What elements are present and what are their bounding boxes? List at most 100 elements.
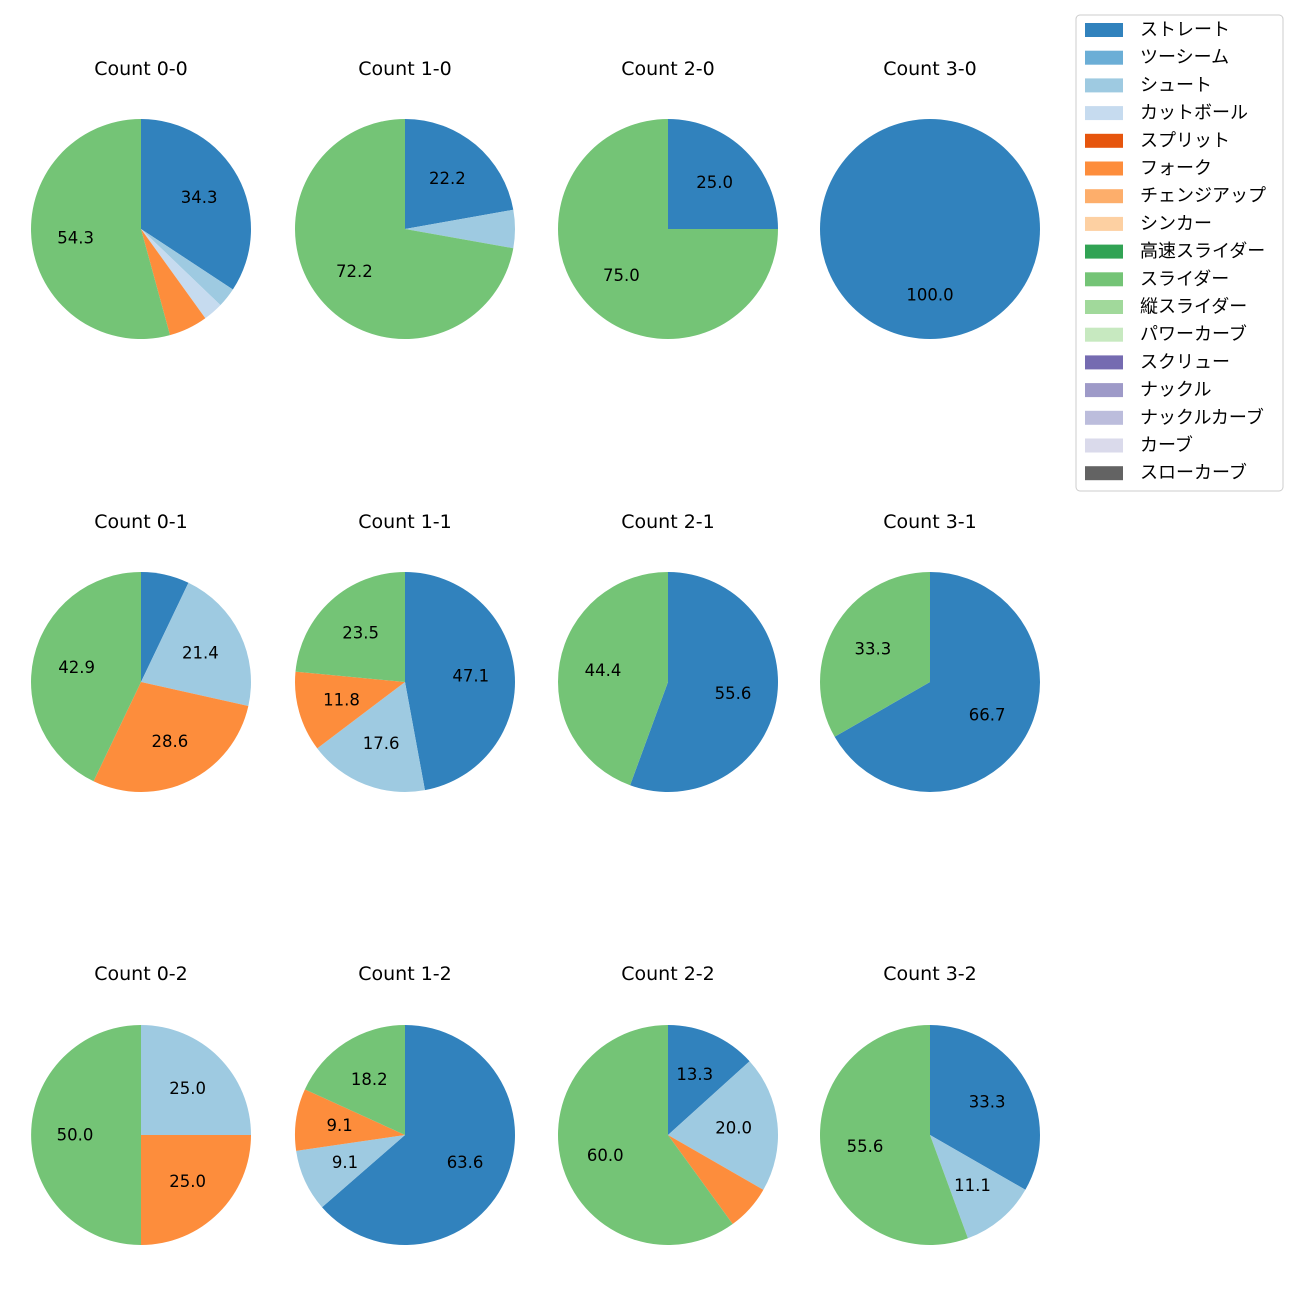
pie-slice <box>294 118 514 339</box>
pie-chart: Count 2-1 55.6 44.4 <box>558 511 779 792</box>
slice-label: 18.2 <box>351 1070 388 1089</box>
slice-label: 63.6 <box>447 1153 484 1172</box>
slice-label: 33.3 <box>969 1092 1006 1111</box>
pie-slice <box>819 1025 968 1246</box>
pie-title: Count 0-2 <box>94 963 188 985</box>
pie-slice <box>141 582 251 706</box>
legend-item: スクリュー <box>1085 352 1230 373</box>
pie-title: Count 3-2 <box>883 963 977 985</box>
slice-label: 11.8 <box>323 691 360 710</box>
pie-slice <box>317 682 425 793</box>
legend-item: スローカーブ <box>1085 462 1247 484</box>
legend-swatch <box>1085 355 1123 370</box>
legend-swatch <box>1085 216 1123 231</box>
pie-slice <box>668 1135 764 1224</box>
slice-label: 55.6 <box>847 1137 884 1156</box>
legend-item: ツーシーム <box>1085 47 1229 68</box>
slice-label: 11.1 <box>954 1176 991 1195</box>
pie-slice <box>405 119 514 229</box>
legend: ストレートツーシームシュートカットボールスプリットフォークチェンジアップシンカー… <box>1075 14 1284 492</box>
slice-label: 23.5 <box>342 624 379 643</box>
legend-label: 縦スライダー <box>1140 297 1247 318</box>
slice-label: 47.1 <box>452 667 489 686</box>
legend-label: パワーカーブ <box>1140 323 1247 345</box>
legend-label: シンカー <box>1140 213 1212 234</box>
pie-slice <box>405 571 516 791</box>
pie-chart: Count 0-0 34.3 54.3 <box>31 58 251 340</box>
pie-slice <box>93 682 249 792</box>
legend-swatch <box>1085 244 1123 259</box>
legend-swatch <box>1085 161 1123 176</box>
legend-swatch <box>1085 272 1123 287</box>
pie-slice <box>141 229 206 336</box>
pie-title: Count 3-1 <box>883 511 977 533</box>
pie-slice <box>930 1025 1041 1190</box>
pie-slice <box>558 119 778 339</box>
pie-slice <box>141 229 221 319</box>
pie-slice <box>405 209 515 249</box>
slice-label: 60.0 <box>587 1146 624 1165</box>
legend-swatch <box>1085 300 1123 314</box>
pie-slice <box>295 1089 405 1151</box>
legend-swatch <box>1085 327 1123 342</box>
pie-title: Count 2-2 <box>621 963 715 985</box>
slice-label: 72.2 <box>336 262 373 281</box>
slice-label: 100.0 <box>906 286 953 305</box>
legend-item: チェンジアップ <box>1085 186 1266 207</box>
pie-slice <box>668 119 778 229</box>
pie-slice <box>820 119 1040 339</box>
pie-title: Count 0-0 <box>94 58 188 80</box>
pie-title: Count 1-2 <box>358 963 452 985</box>
legend-items: ストレートツーシームシュートカットボールスプリットフォークチェンジアップシンカー… <box>1085 20 1266 484</box>
legend-item: フォーク <box>1085 158 1212 179</box>
pie-slice <box>31 572 141 782</box>
pie-slice <box>295 671 405 749</box>
pie-title: Count 1-0 <box>358 58 452 80</box>
pie-slice <box>141 1135 251 1245</box>
legend-item: スライダー <box>1085 269 1229 290</box>
legend-label: ナックルカーブ <box>1140 406 1264 428</box>
legend-swatch <box>1085 466 1123 481</box>
pie-slice <box>141 1025 251 1135</box>
legend-item: パワーカーブ <box>1085 323 1247 345</box>
pie-slice <box>295 572 405 682</box>
pie-chart: Count 3-1 66.7 33.3 <box>819 511 1040 792</box>
slice-label: 25.0 <box>696 173 733 192</box>
legend-label: スクリュー <box>1140 352 1230 373</box>
slice-label: 20.0 <box>715 1118 752 1137</box>
pie-title: Count 3-0 <box>883 58 977 80</box>
legend-label: カーブ <box>1140 434 1193 456</box>
legend-item: ナックルカーブ <box>1085 406 1264 428</box>
legend-label: フォーク <box>1140 158 1212 179</box>
pie-title: Count 2-0 <box>621 58 715 80</box>
pie-slice <box>668 1025 750 1135</box>
pie-slice <box>630 572 779 792</box>
legend-frame <box>1075 14 1284 492</box>
legend-label: チェンジアップ <box>1140 186 1266 207</box>
slice-label: 44.4 <box>585 661 622 680</box>
slice-label: 34.3 <box>181 188 218 207</box>
pie-slice <box>558 572 668 786</box>
pie-slice <box>141 572 189 682</box>
legend-label: スプリット <box>1140 130 1230 151</box>
slice-label: 66.7 <box>969 706 1006 725</box>
pie-slice <box>31 1025 141 1245</box>
legend-item: ナックル <box>1085 380 1211 401</box>
legend-label: スローカーブ <box>1140 462 1247 484</box>
pie-slice <box>930 1135 1026 1239</box>
legend-label: カットボール <box>1140 103 1248 124</box>
legend-swatch <box>1085 383 1123 398</box>
legend-item: カットボール <box>1085 103 1248 124</box>
slice-label: 21.4 <box>182 644 219 663</box>
legend-label: スライダー <box>1140 269 1229 290</box>
pie-title: Count 2-1 <box>621 511 715 533</box>
slice-label: 42.9 <box>58 658 95 677</box>
legend-swatch <box>1085 133 1123 148</box>
slice-label: 13.3 <box>676 1065 713 1084</box>
legend-swatch <box>1085 23 1123 37</box>
legend-item: ストレート <box>1085 20 1230 41</box>
slice-label: 33.3 <box>855 639 892 658</box>
pie-slice <box>558 1025 733 1246</box>
